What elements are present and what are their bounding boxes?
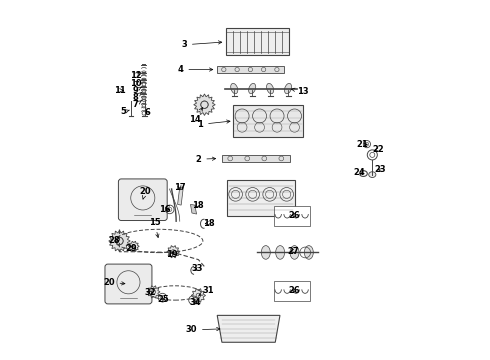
- Polygon shape: [194, 94, 215, 116]
- Bar: [221, 154, 290, 162]
- Text: 20: 20: [103, 278, 125, 287]
- Text: 30: 30: [185, 325, 220, 334]
- Text: 3: 3: [181, 40, 222, 49]
- Text: 11: 11: [114, 86, 126, 95]
- Polygon shape: [191, 289, 205, 302]
- Text: 27: 27: [288, 247, 299, 256]
- Ellipse shape: [368, 172, 376, 177]
- Text: 32: 32: [144, 288, 156, 297]
- Text: 7: 7: [133, 100, 141, 109]
- Polygon shape: [191, 204, 196, 214]
- Ellipse shape: [231, 84, 238, 94]
- Text: 18: 18: [202, 219, 214, 228]
- Text: 20: 20: [140, 187, 151, 199]
- Text: 25: 25: [157, 294, 169, 303]
- Text: 14: 14: [189, 108, 202, 124]
- Text: 5: 5: [121, 107, 129, 116]
- Text: 24: 24: [353, 168, 365, 177]
- Text: 10: 10: [130, 79, 142, 88]
- Text: 34: 34: [190, 298, 201, 307]
- Text: 16: 16: [160, 205, 172, 214]
- Text: 22: 22: [372, 145, 384, 154]
- Text: 21: 21: [357, 140, 368, 149]
- Text: 26: 26: [289, 286, 300, 295]
- Polygon shape: [147, 286, 160, 298]
- FancyBboxPatch shape: [233, 105, 303, 137]
- Text: 18: 18: [192, 201, 203, 210]
- Ellipse shape: [290, 246, 299, 259]
- Ellipse shape: [304, 246, 313, 259]
- Ellipse shape: [261, 246, 270, 259]
- Bar: [217, 66, 284, 73]
- Ellipse shape: [267, 84, 273, 94]
- Text: 13: 13: [291, 86, 308, 95]
- Polygon shape: [128, 241, 139, 251]
- Ellipse shape: [248, 84, 256, 94]
- Text: 28: 28: [108, 236, 120, 245]
- Polygon shape: [217, 315, 280, 342]
- Bar: [274, 281, 310, 301]
- FancyBboxPatch shape: [105, 264, 152, 304]
- Text: 9: 9: [133, 86, 141, 95]
- Text: 31: 31: [199, 286, 214, 295]
- Text: 17: 17: [174, 183, 186, 192]
- Ellipse shape: [285, 84, 292, 94]
- Polygon shape: [167, 246, 180, 258]
- Text: 29: 29: [125, 244, 137, 253]
- FancyBboxPatch shape: [227, 180, 295, 216]
- Text: 23: 23: [375, 166, 387, 175]
- Bar: [274, 206, 310, 226]
- Text: 19: 19: [166, 250, 177, 259]
- Polygon shape: [109, 230, 130, 252]
- Text: 1: 1: [197, 120, 230, 129]
- Text: 8: 8: [133, 93, 141, 102]
- Text: 4: 4: [177, 65, 213, 74]
- Text: 15: 15: [149, 218, 161, 238]
- FancyBboxPatch shape: [226, 28, 289, 55]
- Text: 26: 26: [289, 211, 300, 220]
- FancyBboxPatch shape: [119, 179, 167, 221]
- Ellipse shape: [276, 246, 285, 259]
- Text: 6: 6: [145, 108, 150, 117]
- Text: 12: 12: [130, 71, 142, 80]
- Text: 33: 33: [192, 265, 203, 274]
- Polygon shape: [177, 187, 183, 205]
- Text: 2: 2: [196, 155, 216, 164]
